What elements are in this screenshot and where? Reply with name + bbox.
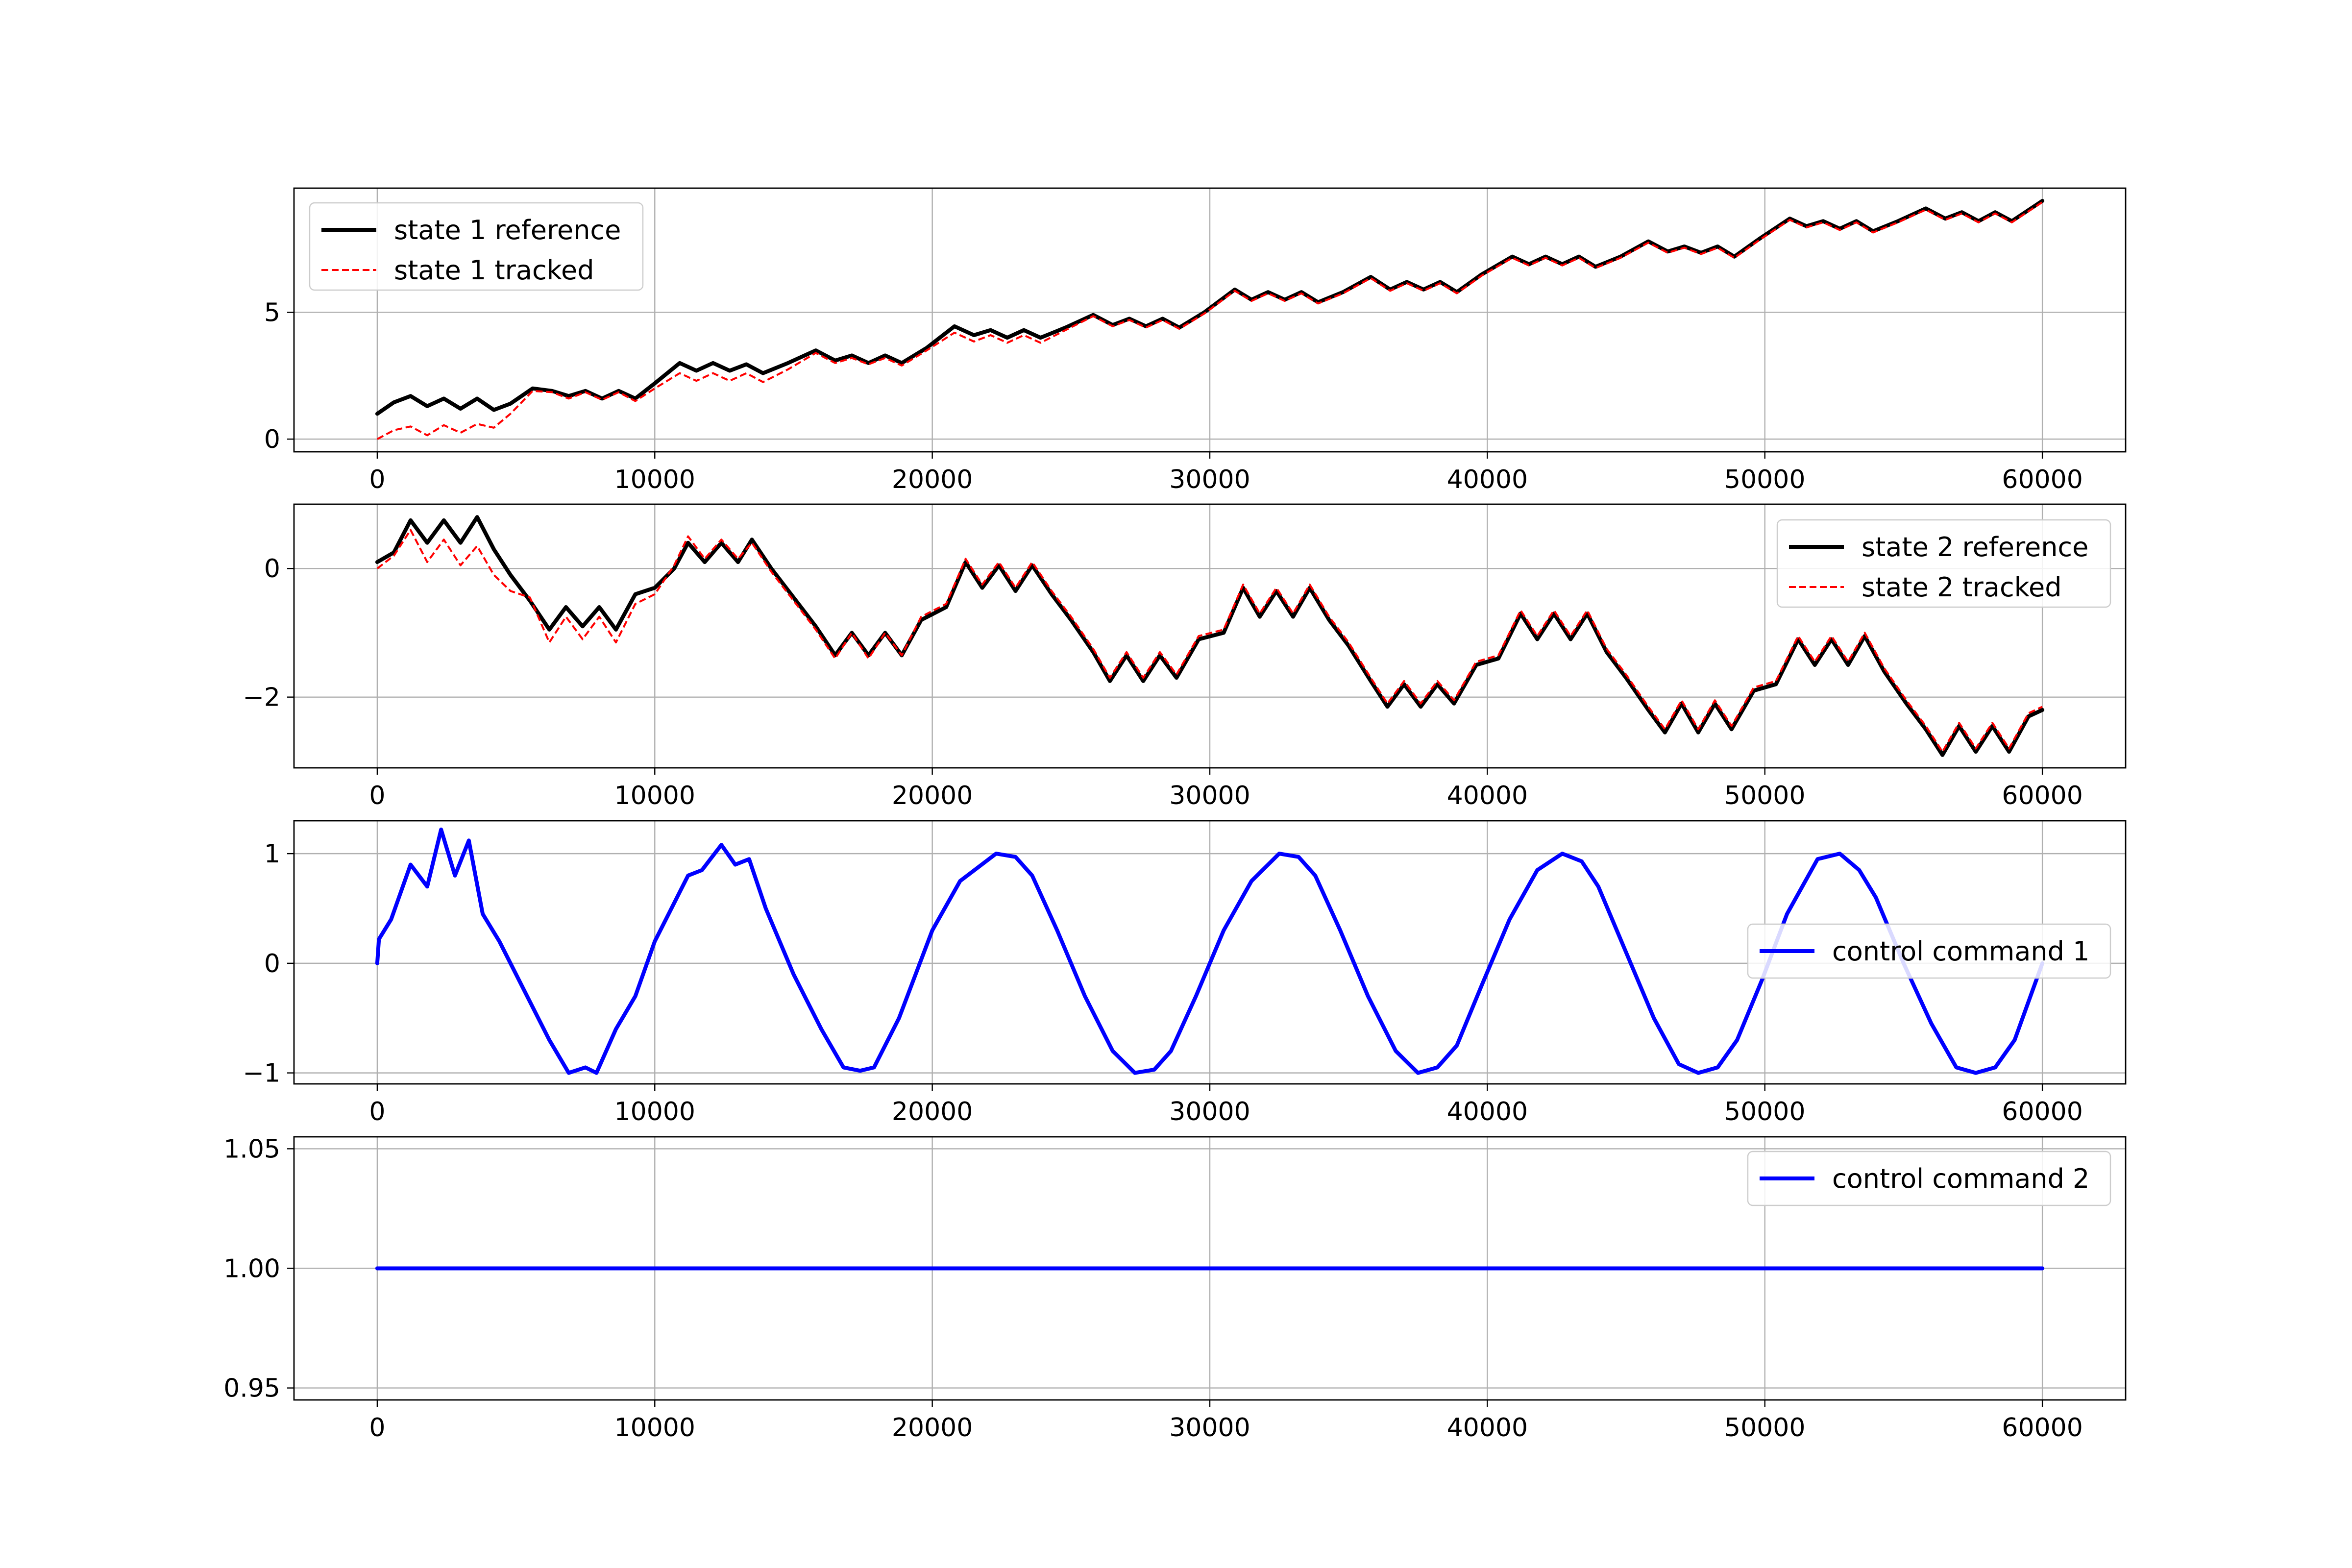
y-tick-label: −1 xyxy=(243,1059,280,1088)
x-tick-label: 30000 xyxy=(1169,1097,1250,1127)
series-line-state-2-tracked xyxy=(376,529,2043,753)
series-line-state-1-tracked xyxy=(376,201,2043,440)
legend-box xyxy=(1747,923,2111,979)
x-tick-label: 40000 xyxy=(1447,781,1528,810)
legend-label: state 2 reference xyxy=(1862,532,2088,563)
x-tick-label: 0 xyxy=(369,1097,385,1127)
y-tick-label: 5 xyxy=(264,298,280,327)
x-tick-label: 0 xyxy=(369,465,385,494)
x-tick-label: 10000 xyxy=(614,465,695,494)
x-tick-label: 10000 xyxy=(614,1097,695,1127)
legend-label: state 1 tracked xyxy=(394,255,594,286)
y-tick-label: 0 xyxy=(264,949,280,979)
legend-box xyxy=(1747,1151,2111,1206)
y-tick-label: 0.95 xyxy=(223,1374,280,1403)
subplot-1: 0 10000 20000 30000 40000 50000 60000 0 5 state 1… xyxy=(264,187,2127,494)
axes-frame xyxy=(293,1136,2127,1401)
series-group xyxy=(375,515,2045,757)
legend: state 1 reference state 1 tracked xyxy=(309,202,644,291)
x-tick-label: 30000 xyxy=(1169,1413,1250,1443)
y-tick-label: −2 xyxy=(243,683,280,712)
legend-box xyxy=(1776,519,2111,608)
legend-label: state 1 reference xyxy=(394,215,621,245)
subplot-3: 0 10000 20000 30000 40000 50000 60000 −1 0 1 contr… xyxy=(243,820,2127,1127)
axes-frame xyxy=(293,503,2127,769)
x-tick-label: 40000 xyxy=(1447,1413,1528,1443)
x-tick-label: 10000 xyxy=(614,1413,695,1443)
x-tick-label: 60000 xyxy=(2002,1097,2082,1127)
x-tick-label: 50000 xyxy=(1724,1097,1805,1127)
x-tick-label: 50000 xyxy=(1724,781,1805,810)
y-tick-label: 1.05 xyxy=(223,1134,280,1164)
x-tick-label: 20000 xyxy=(892,1097,973,1127)
x-tick-label: 40000 xyxy=(1447,465,1528,494)
subplot-2: 0 10000 20000 30000 40000 50000 60000 −2 0 state … xyxy=(243,503,2127,810)
series-line-state-2-reference xyxy=(375,515,2045,757)
legend-box xyxy=(309,202,644,291)
y-tick-label: 1 xyxy=(264,839,280,869)
series-line-control-command-1 xyxy=(375,827,2045,1075)
legend-label: control command 1 xyxy=(1832,936,2089,967)
x-tick-label: 30000 xyxy=(1169,781,1250,810)
x-tick-label: 60000 xyxy=(2002,465,2082,494)
legend-label: control command 2 xyxy=(1832,1163,2089,1194)
x-tick-label: 20000 xyxy=(892,781,973,810)
x-tick-label: 30000 xyxy=(1169,465,1250,494)
axes-frame xyxy=(293,820,2127,1085)
y-tick-label: 0 xyxy=(264,554,280,584)
subplot-4: 0 10000 20000 30000 40000 50000 60000 0.95 1.00 1… xyxy=(223,1134,2127,1443)
x-tick-label: 20000 xyxy=(892,1413,973,1443)
x-tick-label: 40000 xyxy=(1447,1097,1528,1127)
series-group xyxy=(375,198,2045,440)
x-tick-label: 50000 xyxy=(1724,1413,1805,1443)
x-tick-label: 60000 xyxy=(2002,1413,2082,1443)
series-line-state-1-reference xyxy=(375,198,2045,416)
x-tick-label: 50000 xyxy=(1724,465,1805,494)
x-tick-label: 60000 xyxy=(2002,781,2082,810)
legend: control command 2 xyxy=(1747,1151,2111,1206)
y-tick-label: 0 xyxy=(264,425,280,454)
x-tick-label: 0 xyxy=(369,1413,385,1443)
x-tick-label: 0 xyxy=(369,781,385,810)
y-tick-label: 1.00 xyxy=(223,1254,280,1284)
axes-frame xyxy=(293,187,2127,453)
x-tick-label: 10000 xyxy=(614,781,695,810)
legend: control command 1 xyxy=(1747,923,2111,979)
legend: state 2 reference state 2 tracked xyxy=(1776,519,2111,608)
legend-label: state 2 tracked xyxy=(1862,572,2061,603)
x-tick-label: 20000 xyxy=(892,465,973,494)
series-group xyxy=(375,827,2045,1075)
